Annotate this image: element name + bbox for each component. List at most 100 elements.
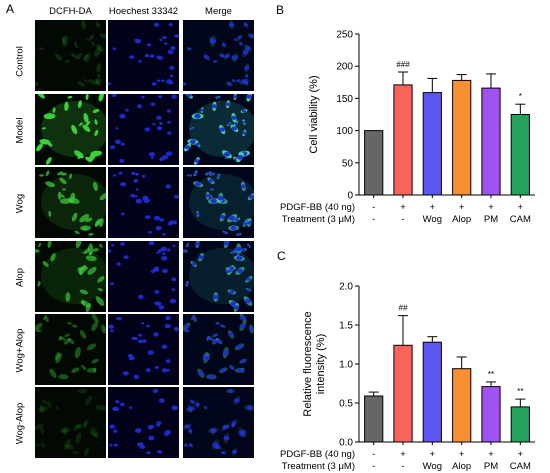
cell-cytoplasm	[40, 427, 44, 435]
cell-nucleus	[138, 294, 144, 300]
cell-cytoplasm	[64, 338, 71, 345]
cell-nucleus	[195, 212, 200, 216]
cell-nucleus	[156, 421, 162, 425]
cell-cytoplasm	[83, 78, 88, 83]
cell-nucleus	[228, 332, 234, 337]
cell-nucleus	[210, 188, 214, 191]
cell-cytoplasm	[60, 198, 72, 204]
cell-cytoplasm	[81, 20, 86, 30]
cell-nucleus	[212, 339, 218, 344]
column-header-hoechst: Hoechest 33342	[108, 6, 179, 17]
cell-nucleus	[156, 126, 163, 131]
cell-nucleus	[146, 324, 150, 328]
cell-cytoplasm	[96, 44, 104, 52]
cell-nucleus	[171, 94, 177, 99]
cell-cytoplasm	[61, 194, 65, 198]
cell-nucleus	[167, 131, 172, 135]
cell-cytoplasm	[91, 321, 99, 331]
cell-nucleus	[108, 249, 112, 253]
cell-nucleus	[247, 244, 251, 247]
bar-pdgf-bb	[393, 84, 413, 196]
cell-cytoplasm	[90, 78, 102, 85]
cell-nucleus	[216, 95, 220, 99]
cell-nucleus	[242, 49, 249, 55]
cell-cytoplasm	[74, 150, 84, 159]
cell-cytoplasm	[61, 36, 66, 44]
cell-nucleus	[159, 122, 163, 125]
cell-cytoplasm	[35, 322, 43, 331]
cell-cytoplasm	[95, 21, 101, 28]
cell-nucleus	[195, 242, 200, 246]
y-tick-label: 0	[347, 191, 353, 202]
y-tick-label: 0.0	[339, 438, 353, 449]
y-tick-label: 1.5	[339, 321, 353, 332]
cell-cytoplasm	[86, 343, 97, 351]
cell-nucleus	[209, 38, 214, 42]
cell-nucleus	[219, 53, 225, 58]
cell-cytoplasm	[74, 230, 80, 234]
column-header-merge: Merge	[205, 6, 232, 17]
cell-nucleus	[162, 268, 168, 274]
cell-nucleus	[231, 421, 237, 425]
cell-nucleus	[164, 323, 171, 329]
cell-cytoplasm	[38, 47, 44, 51]
cell-cytoplasm	[67, 95, 73, 99]
cell-nucleus	[114, 139, 121, 145]
micrograph-tile	[108, 94, 179, 165]
cell-nucleus	[165, 315, 171, 321]
condition-row-label: PDGF-BB (40 ng)	[280, 202, 355, 213]
cell-cytoplasm	[42, 127, 46, 130]
cell-nucleus	[222, 350, 229, 355]
cell-nucleus	[195, 402, 200, 407]
cell-cytoplasm	[42, 317, 47, 320]
cell-nucleus	[119, 113, 126, 119]
cell-cytoplasm	[75, 424, 83, 429]
cell-nucleus	[219, 127, 225, 132]
cell-nucleus	[115, 400, 120, 404]
cell-nucleus	[233, 95, 238, 99]
micrograph-image	[108, 22, 179, 86]
cell-nucleus	[141, 174, 146, 178]
cell-nucleus	[113, 429, 118, 433]
cell-cytoplasm	[77, 81, 85, 87]
cell-nucleus	[208, 178, 214, 183]
cell-nucleus	[109, 443, 113, 447]
cell-nucleus	[219, 215, 226, 220]
cell-nucleus	[135, 188, 139, 191]
cell-nucleus	[133, 374, 140, 379]
cell-cytoplasm	[94, 119, 98, 125]
micrograph-tile	[35, 167, 106, 238]
cell-nucleus	[161, 368, 168, 373]
cell-nucleus	[156, 115, 162, 120]
cell-nucleus	[231, 126, 238, 131]
cell-nucleus	[113, 443, 118, 447]
cell-nucleus	[229, 290, 235, 294]
cell-cytoplasm	[37, 280, 41, 287]
bar-pm	[481, 386, 501, 443]
cell-nucleus	[227, 123, 231, 126]
cell-cytoplasm	[59, 177, 67, 185]
cell-cytoplasm	[36, 143, 44, 152]
cell-nucleus	[164, 430, 171, 435]
condition-row-label: Treatment (3 μM)	[282, 461, 355, 472]
cell-nucleus	[221, 324, 225, 328]
cell-nucleus	[173, 327, 179, 331]
micrograph-tile	[108, 20, 179, 91]
cell-nucleus	[153, 22, 160, 27]
cell-nucleus	[239, 430, 246, 435]
cell-nucleus	[244, 65, 250, 70]
cell-cytoplasm	[87, 266, 97, 275]
cell-cytoplasm	[65, 444, 74, 450]
cell-cytoplasm	[36, 329, 42, 333]
cell-cytoplasm	[63, 427, 68, 436]
cell-nucleus	[187, 174, 192, 177]
cell-nucleus	[161, 256, 168, 261]
cell-nucleus	[234, 38, 238, 41]
cell-nucleus	[198, 255, 204, 260]
cell-cytoplasm	[39, 404, 45, 414]
cell-nucleus	[210, 198, 217, 204]
condition-row-label: Treatment (3 μM)	[282, 214, 355, 225]
cell-cytoplasm	[59, 336, 66, 341]
cell-cytoplasm	[92, 109, 100, 113]
cell-nucleus	[118, 171, 123, 175]
